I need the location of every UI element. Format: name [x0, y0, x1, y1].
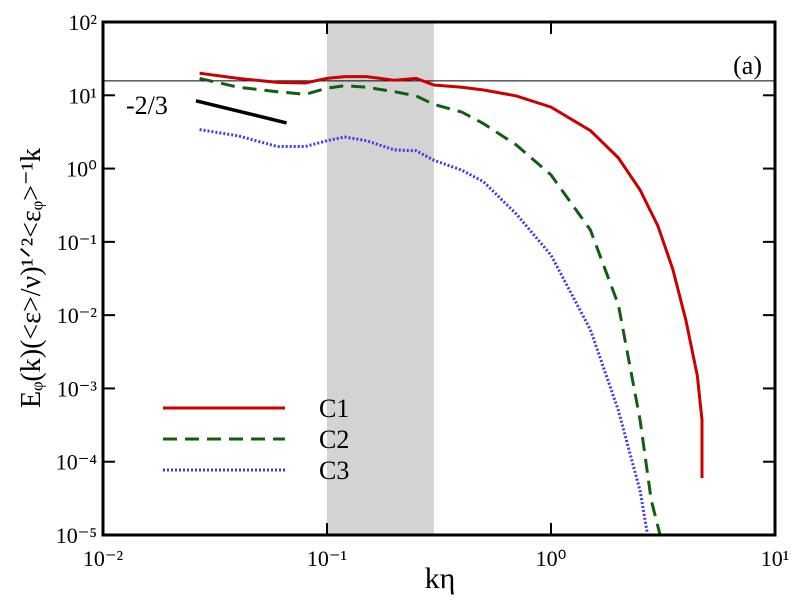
- x-tick-label: 10⁻²: [83, 546, 124, 571]
- series-line: [199, 71, 704, 478]
- panel-label: (a): [733, 51, 762, 80]
- y-tick-label: 10²: [68, 10, 97, 35]
- y-tick-label: 10⁻⁴: [56, 450, 98, 475]
- plot-frame: [101, 20, 777, 537]
- y-axis-label: Eᵩ(k)(<ε>/ν)¹ᐟ²<εᵩ>⁻¹k: [16, 148, 47, 408]
- x-tick-label: 10¹: [761, 546, 790, 571]
- legend-label: C3: [319, 456, 349, 485]
- slope-line: [195, 99, 287, 125]
- x-tick-label: 10⁻¹: [307, 546, 347, 571]
- slope-label: -2/3: [126, 91, 168, 120]
- y-tick-label: 10¹: [68, 83, 97, 108]
- y-tick-label: 10⁻²: [57, 303, 98, 328]
- shaded-region: [327, 22, 434, 535]
- legend-label: C1: [319, 394, 349, 423]
- y-tick-label: 10⁻³: [57, 376, 98, 401]
- plot-area: [103, 22, 775, 535]
- y-tick-label: 10⁻¹: [57, 230, 97, 255]
- x-axis-label: kη: [425, 562, 456, 595]
- legend-label: C2: [319, 425, 349, 454]
- y-tick-label: 10⁰: [66, 157, 97, 182]
- x-tick-label: 10⁰: [536, 546, 567, 571]
- y-tick-label: 10⁻⁵: [56, 523, 97, 548]
